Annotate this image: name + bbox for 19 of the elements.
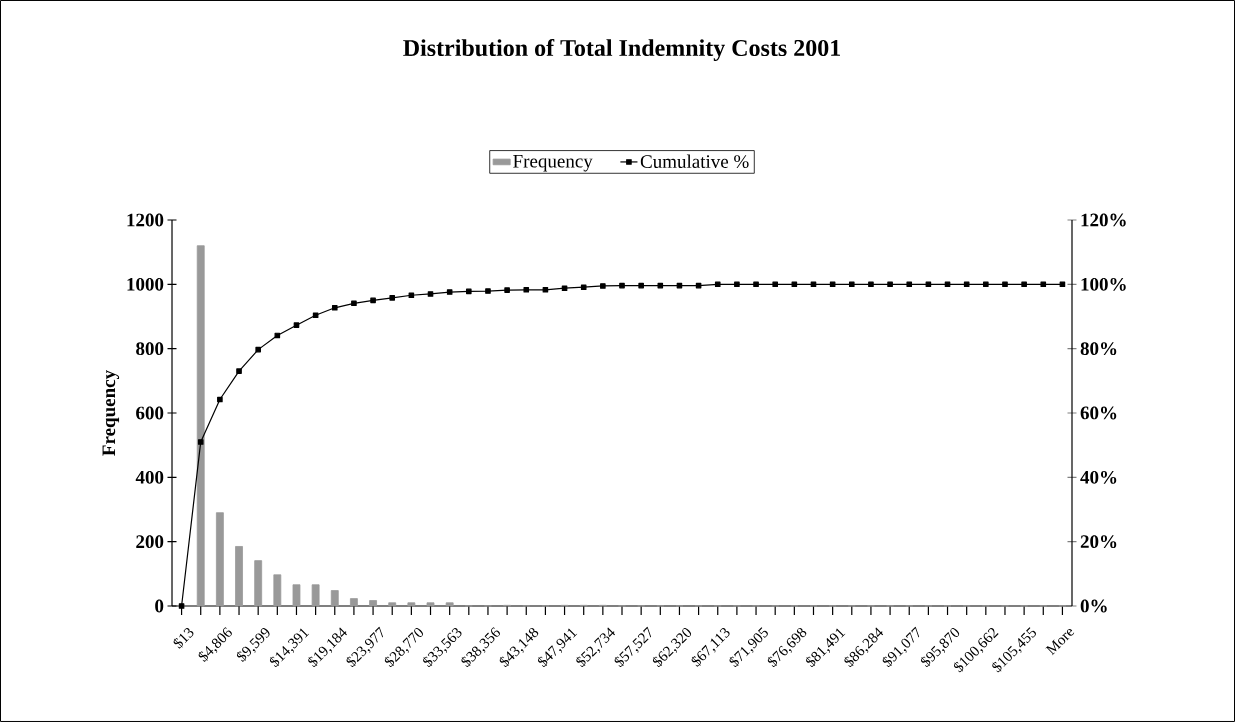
legend-label: Frequency [513,154,593,172]
y-tick-label: 800 [136,342,164,356]
x-tick-label: $13 [173,628,194,649]
y-tick-label: 200 [136,535,164,549]
y2-tick-label: 100% [1081,277,1126,291]
y2-tick-label: 80% [1080,342,1117,356]
y2-tick-label: 120% [1081,213,1126,227]
y-tick-label: 400 [135,470,164,484]
y2-tick-label: 60% [1080,406,1117,420]
y2-tick-label: 20% [1080,535,1117,549]
y-tick-label: 600 [136,406,164,420]
chart-title: Distribution of Total Indemnity Costs 2001 [403,38,840,62]
y-tick-label: 1000 [127,277,164,291]
y-axis-title: Frequency [102,370,120,456]
legend-label: Cumulative % [640,154,749,169]
y2-tick-label: 40% [1080,470,1117,484]
y-tick-label: 1200 [127,213,164,227]
y2-tick-label: 0% [1080,599,1107,613]
y-tick-label: 0 [155,599,164,613]
